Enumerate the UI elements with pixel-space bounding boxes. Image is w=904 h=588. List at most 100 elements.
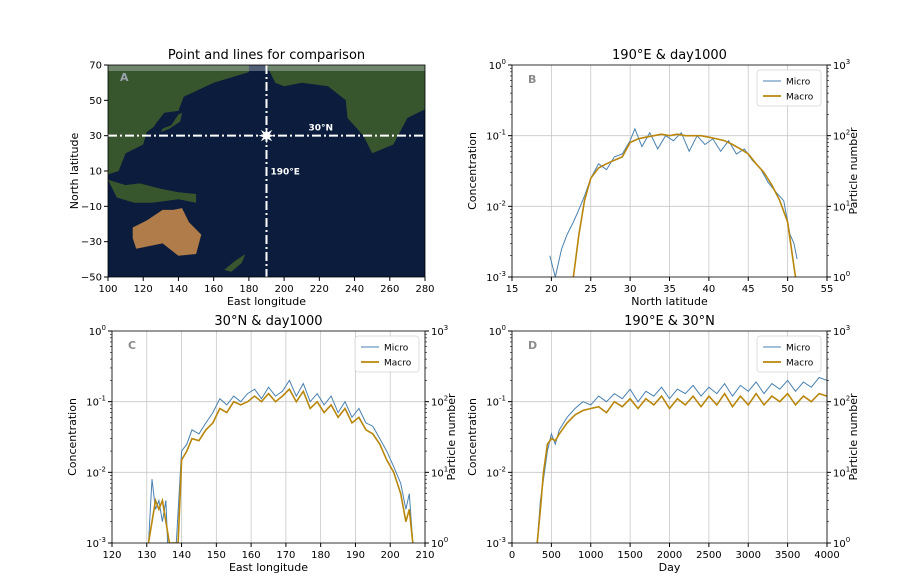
panel-letter: A (120, 71, 129, 84)
x-tick-label: 130 (137, 550, 156, 561)
x-tick-label: 500 (542, 550, 561, 561)
legend-label-macro: Macro (384, 359, 412, 369)
y-tick-label: 10-1 (486, 395, 506, 409)
y-axis-label: Concentration (466, 398, 479, 476)
y-tick-label: 10 (89, 167, 102, 178)
x-tick-label: 2000 (657, 550, 682, 561)
x-tick-label: 170 (276, 550, 295, 561)
y-tick-label: −10 (81, 202, 102, 213)
x-tick-label: 3500 (775, 550, 800, 561)
y-axis-label-right: Particle number (445, 393, 458, 481)
x-tick-label: 1000 (578, 550, 603, 561)
x-tick-label: 55 (821, 284, 834, 295)
y-tick-label-right: 102 (833, 129, 850, 143)
longitude-line-label: 190°E (271, 168, 300, 178)
legend-label-micro: Micro (786, 78, 811, 88)
legend: Micro Macro (756, 69, 822, 107)
y-tick-label-right: 101 (431, 465, 448, 479)
x-tick-label: 15 (506, 284, 519, 295)
y-tick-label: 10-1 (86, 395, 106, 409)
legend-label-macro: Macro (786, 93, 814, 103)
x-tick-label: 190 (346, 550, 365, 561)
x-tick-label: 4000 (814, 550, 839, 561)
x-tick-label: 120 (102, 550, 121, 561)
panel-a: Point and lines for comparison 30°N 190°E A… (68, 48, 435, 308)
x-tick-label: 1500 (617, 550, 642, 561)
x-axis-label: North latitude (631, 295, 708, 308)
y-tick-label: 10-2 (486, 199, 506, 213)
y-tick-label: 10-2 (486, 465, 506, 479)
map-new-zealand (224, 254, 246, 272)
y-tick-label-right: 101 (833, 465, 850, 479)
plot-frame (111, 330, 426, 544)
y-tick-label: 100 (489, 58, 506, 72)
y-axis-label: North latitude (68, 133, 81, 210)
y-tick-label-right: 102 (431, 395, 448, 409)
x-tick-label: 120 (134, 284, 153, 295)
y-tick-label: 10-2 (86, 465, 106, 479)
x-tick-label: 150 (207, 550, 226, 561)
x-tick-label: 260 (380, 284, 399, 295)
plot-frame (107, 64, 426, 278)
x-axis-label: East longitude (227, 295, 306, 308)
y-tick-label-right: 103 (431, 324, 448, 338)
y-axis-label-right: Particle number (847, 393, 860, 481)
latitude-line-label: 30°N (309, 124, 334, 134)
x-tick-label: 200 (275, 284, 294, 295)
y-tick-label-right: 102 (833, 395, 850, 409)
panel-letter: C (128, 339, 136, 352)
x-tick-label: 20 (545, 284, 558, 295)
series-line-macro (147, 387, 414, 543)
y-tick-label: 10-3 (486, 270, 506, 284)
x-tick-label: 100 (98, 284, 117, 295)
x-tick-label: 140 (172, 550, 191, 561)
legend-box (354, 335, 420, 373)
comparison-point-marker (258, 127, 275, 144)
y-tick-label-right: 103 (833, 324, 850, 338)
x-tick-label: 0 (509, 550, 515, 561)
y-tick-label: 10-1 (486, 129, 506, 143)
y-tick-label-right: 100 (431, 536, 448, 550)
series-line-micro (536, 376, 827, 543)
y-tick-label-right: 103 (833, 58, 850, 72)
panel-letter: B (528, 73, 536, 86)
y-tick-label: 70 (89, 61, 102, 72)
panel-title: Point and lines for comparison (168, 48, 365, 63)
y-tick-label: −50 (81, 273, 102, 284)
y-tick-label: 50 (89, 96, 102, 107)
x-tick-label: 180 (311, 550, 330, 561)
map-asia (108, 65, 249, 175)
map-australia (132, 208, 202, 256)
y-tick-label-right: 101 (833, 199, 850, 213)
series-line-macro (572, 133, 797, 277)
series-line-macro (536, 392, 827, 543)
x-tick-label: 2500 (696, 550, 721, 561)
series-line-micro (549, 127, 798, 277)
map-north-america (266, 65, 425, 154)
x-tick-label: 35 (663, 284, 676, 295)
y-tick-label: 30 (89, 131, 102, 142)
map-japan (160, 112, 182, 133)
y-axis-label: Concentration (466, 132, 479, 210)
y-tick-label-right: 100 (833, 536, 850, 550)
legend-label-macro: Macro (786, 359, 814, 369)
y-axis-label-right: Particle number (847, 127, 860, 215)
y-tick-label: 10-3 (86, 536, 106, 550)
x-tick-label: 45 (742, 284, 755, 295)
x-tick-label: 180 (239, 284, 258, 295)
legend-label-micro: Micro (384, 344, 409, 354)
legend-label-micro: Micro (786, 344, 811, 354)
y-axis-label: Concentration (66, 398, 79, 476)
series-line-micro (148, 379, 414, 543)
x-tick-label: 40 (703, 284, 716, 295)
panel-title: 190°E & day1000 (612, 48, 727, 63)
panel-c: 30°N & day1000 120 130 140 150 160 170 180 190 20… (66, 314, 458, 574)
x-tick-label: 220 (310, 284, 329, 295)
x-axis-label: East longitude (229, 561, 308, 574)
legend-box (756, 69, 822, 107)
x-tick-label: 140 (169, 284, 188, 295)
x-tick-label: 30 (624, 284, 637, 295)
map-indonesia (108, 179, 197, 203)
x-tick-label: 200 (381, 550, 400, 561)
